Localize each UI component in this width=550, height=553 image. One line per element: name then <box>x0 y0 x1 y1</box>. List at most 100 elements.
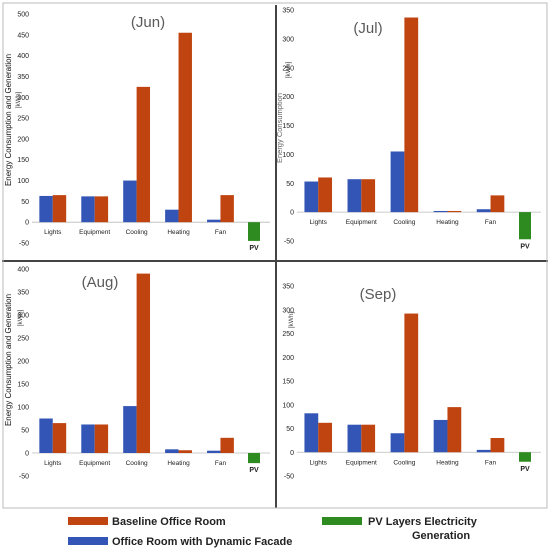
bar-dynamic <box>207 219 221 223</box>
category-label: Equipment <box>346 219 377 226</box>
y-tick-label: 200 <box>17 359 29 366</box>
y-tick-label: 350 <box>282 8 294 15</box>
category-label: Fan <box>215 460 227 467</box>
y-tick-label: 100 <box>17 178 29 185</box>
category-label: Fan <box>485 459 497 466</box>
bar-dynamic <box>476 209 491 213</box>
panel-title: (Sep) <box>360 286 397 303</box>
y-tick-label: 150 <box>282 123 294 130</box>
panel-title: (Aug) <box>82 274 119 291</box>
y-tick-label: 200 <box>17 136 29 143</box>
chart-panel: (Jun) Energy Consumption and Generation [k… <box>4 12 270 252</box>
bar-dynamic <box>304 413 319 453</box>
y-tick-label: 150 <box>282 379 294 386</box>
y-axis-label: Energy Consumption and Generation <box>4 54 13 186</box>
y-tick-label: 350 <box>282 284 294 291</box>
y-tick-label: 300 <box>282 307 294 314</box>
y-tick-label: 200 <box>282 94 294 101</box>
bar-baseline <box>447 407 462 453</box>
legend-label-pv-line1: PV Layers Electricity <box>368 516 478 528</box>
bar-baseline <box>490 438 505 453</box>
y-tick-label: 100 <box>282 152 294 159</box>
y-tick-label: -50 <box>19 474 29 481</box>
y-tick-label: 250 <box>17 336 29 343</box>
bar-baseline <box>361 424 376 453</box>
y-tick-label: 500 <box>17 12 29 19</box>
y-tick-label: 50 <box>286 181 294 188</box>
y-tick-label: -50 <box>284 474 294 481</box>
category-label: Cooling <box>126 460 148 467</box>
category-label: Lights <box>310 219 328 226</box>
bar-baseline <box>178 450 192 453</box>
y-tick-label: 400 <box>17 267 29 274</box>
bar-dynamic <box>165 449 179 453</box>
category-label: Lights <box>44 229 62 236</box>
bar-dynamic <box>81 424 95 453</box>
bar-dynamic <box>123 406 137 453</box>
chart-panel: (Jul) Energy Consumption [kWh] -50 0 50 100 150… <box>275 8 541 250</box>
bar-dynamic <box>433 210 448 213</box>
legend-label-pv-line2: Generation <box>412 530 470 542</box>
y-tick-label: 0 <box>25 451 29 458</box>
chart-panels: (Jun)Energy Consumption and Generation [k… <box>4 8 541 481</box>
y-tick-label: 450 <box>17 32 29 39</box>
y-tick-label: 400 <box>17 53 29 60</box>
category-label: Fan <box>485 219 497 226</box>
bar-dynamic <box>39 418 53 453</box>
bar-baseline <box>404 313 419 453</box>
category-label: Equipment <box>79 229 110 236</box>
category-label: Fan <box>215 229 227 236</box>
bar-baseline <box>52 195 67 223</box>
chart-panel: (Aug) Energy Consumption and Generation [k… <box>4 267 270 481</box>
pv-label: PV <box>520 466 530 473</box>
y-tick-label: 0 <box>290 450 294 457</box>
bar-pv <box>248 453 260 464</box>
category-label: Lights <box>310 459 328 466</box>
bar-dynamic <box>123 180 137 223</box>
y-tick-label: 300 <box>17 95 29 102</box>
y-axis-label: Energy Consumption and Generation <box>4 294 13 426</box>
category-label: Equipment <box>79 460 110 467</box>
category-label: Heating <box>167 460 190 467</box>
bar-dynamic <box>81 196 95 223</box>
bar-dynamic <box>347 179 362 213</box>
bar-dynamic <box>390 151 405 213</box>
y-axis-unit: [kWh] <box>15 92 22 109</box>
bar-baseline <box>361 179 376 213</box>
y-tick-label: 300 <box>17 313 29 320</box>
pv-label: PV <box>520 243 530 250</box>
bar-dynamic <box>304 181 319 213</box>
y-tick-label: 50 <box>21 428 29 435</box>
y-tick-label: 50 <box>21 199 29 206</box>
bar-baseline <box>404 17 419 213</box>
bar-baseline <box>52 423 67 453</box>
legend-label-baseline: Baseline Office Room <box>112 516 226 528</box>
y-tick-label: 250 <box>282 331 294 338</box>
bar-pv <box>519 212 531 240</box>
bar-baseline <box>447 210 462 213</box>
bar-baseline <box>94 424 109 453</box>
y-tick-label: -50 <box>19 241 29 248</box>
y-axis-unit: [kWh] <box>17 310 24 327</box>
category-label: Lights <box>44 460 62 467</box>
legend-swatch-baseline <box>68 517 108 525</box>
y-tick-label: 200 <box>282 355 294 362</box>
bar-dynamic <box>433 419 448 453</box>
y-tick-label: 350 <box>17 290 29 297</box>
bar-dynamic <box>390 433 405 453</box>
category-label: Cooling <box>393 459 415 466</box>
legend-swatch-dynamic <box>68 537 108 545</box>
bar-baseline <box>178 32 192 223</box>
category-label: Heating <box>167 229 190 236</box>
y-axis-label: Energy Consumption <box>275 93 284 163</box>
bar-baseline <box>94 196 109 223</box>
category-label: Heating <box>436 219 459 226</box>
panel-title: (Jun) <box>131 14 165 31</box>
legend: Baseline Office Room Office Room with Dy… <box>68 516 478 548</box>
y-axis-unit: [kWh] <box>285 62 292 79</box>
bar-baseline <box>136 86 151 223</box>
y-tick-label: -50 <box>284 239 294 246</box>
y-axis-unit: [kWh] <box>288 312 295 329</box>
y-tick-label: 100 <box>282 402 294 409</box>
